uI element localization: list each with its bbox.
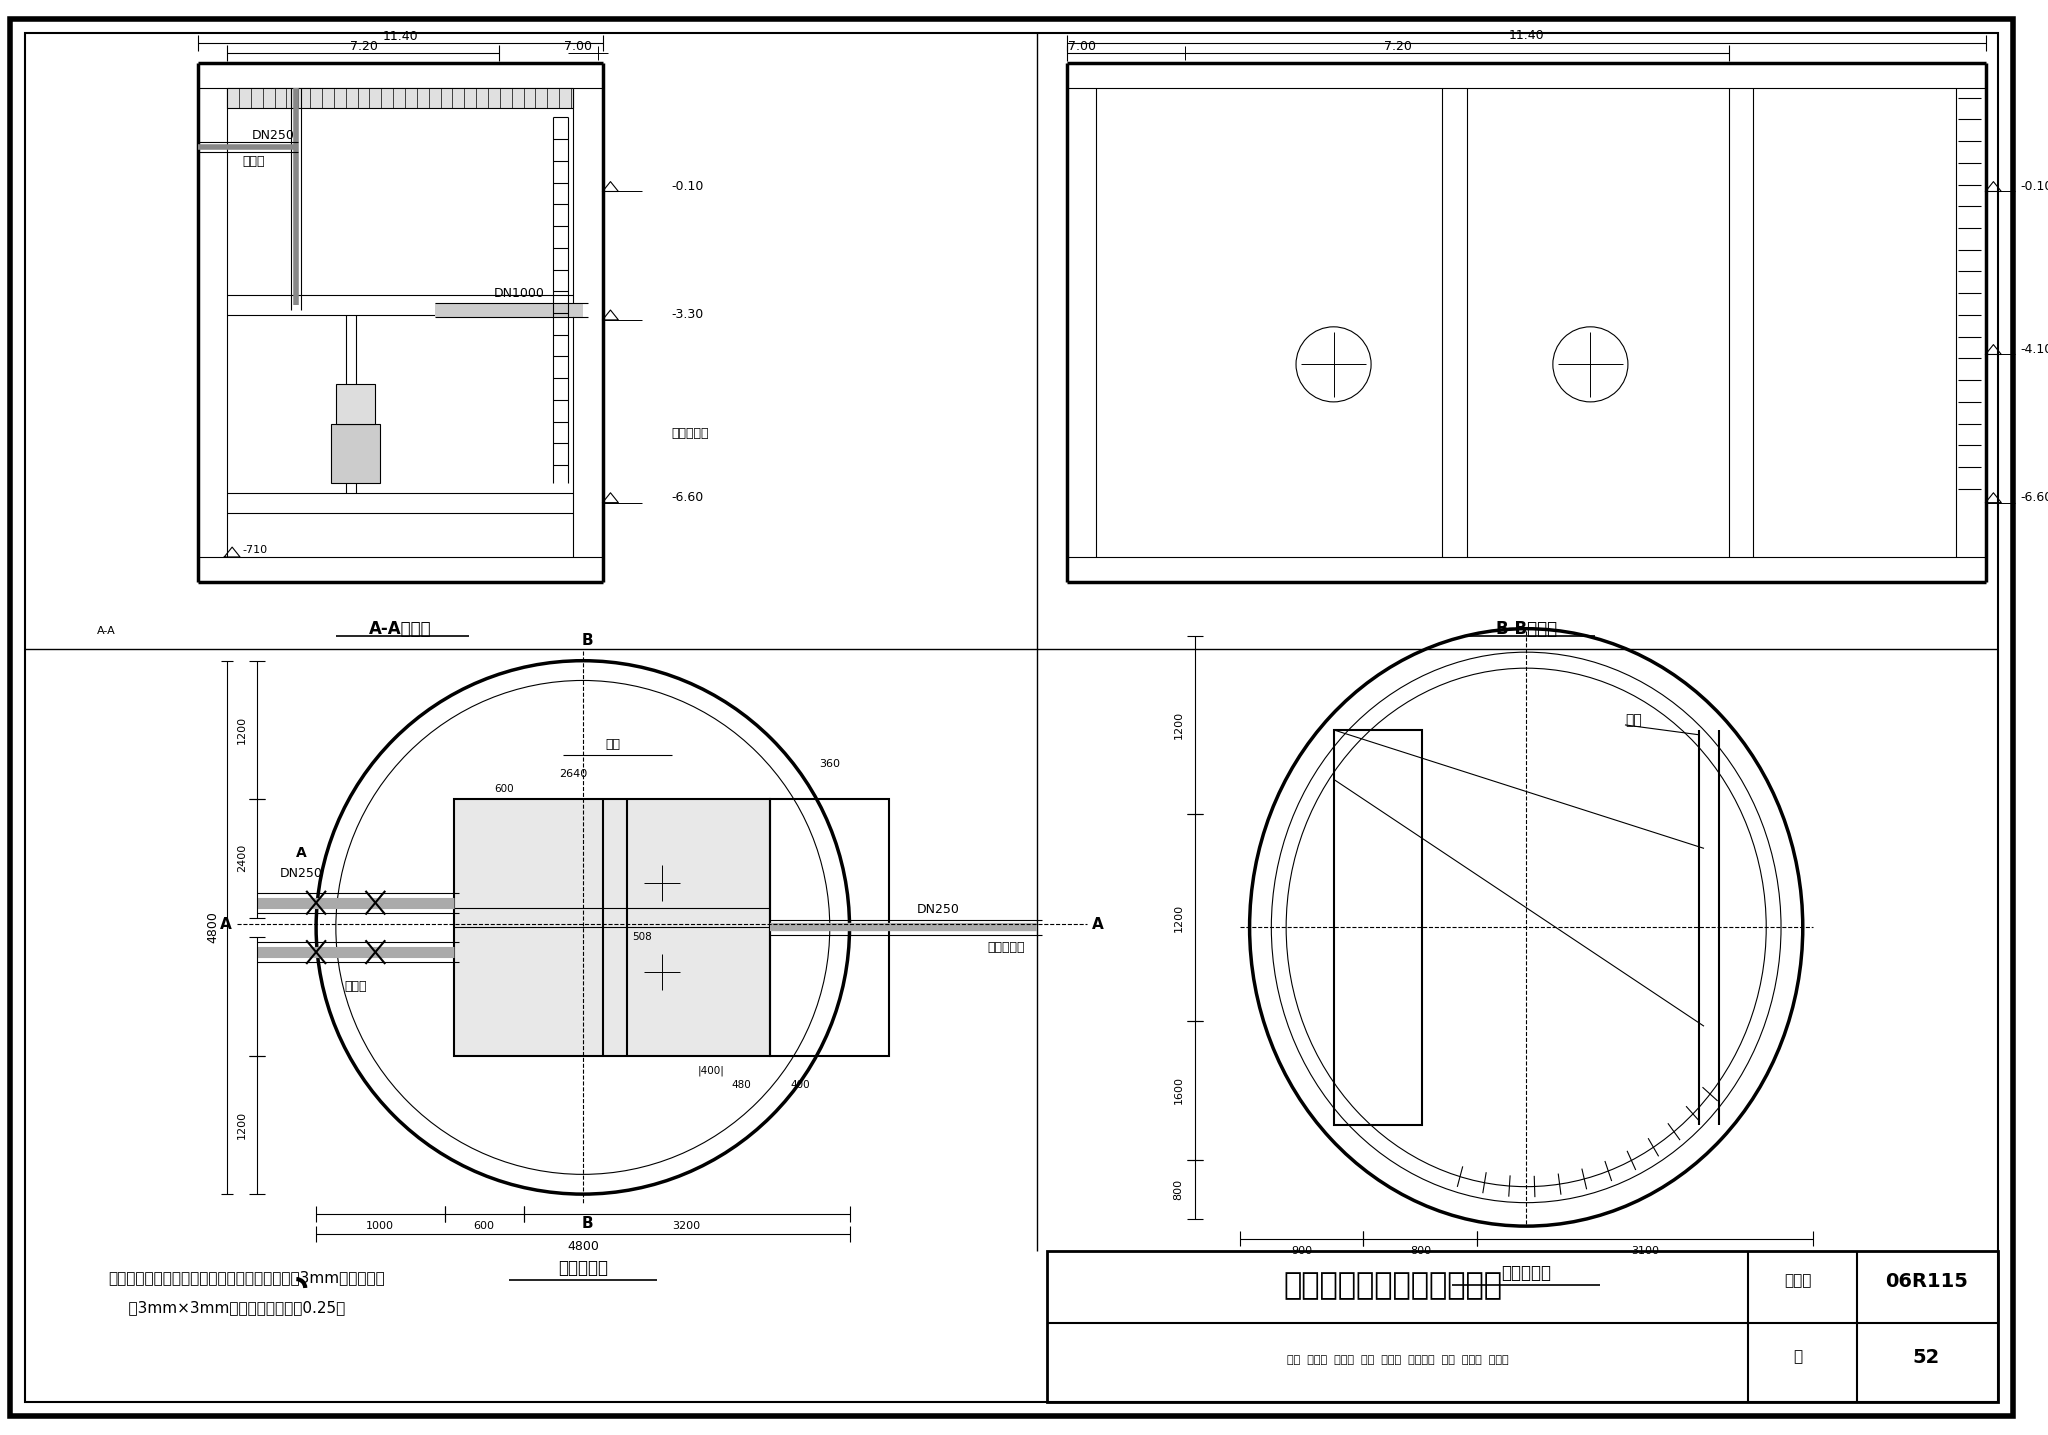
Text: 审核  赵庆珠  赵庆珠  校对  周乐群  图纸编制  设计  刘秀文  刘秀文: 审核 赵庆珠 赵庆珠 校对 周乐群 图纸编制 设计 刘秀文 刘秀文 [1286,1355,1509,1365]
Text: 自总退水泵: 自总退水泵 [987,941,1026,954]
Text: 480: 480 [731,1081,752,1091]
Text: 3200: 3200 [672,1221,700,1231]
Text: 1200: 1200 [238,716,248,743]
Text: 3100: 3100 [1630,1247,1659,1257]
Text: 360: 360 [819,759,840,769]
Text: 1200: 1200 [1174,710,1184,739]
Text: B-B剖面图: B-B剖面图 [1495,620,1556,639]
Text: 600: 600 [494,784,514,794]
Bar [332,423,381,484]
Text: 自总退水泵: 自总退水泵 [672,428,709,441]
Text: 800: 800 [1174,1178,1184,1200]
Bar [1333,730,1423,1125]
Text: DN1000: DN1000 [494,287,545,300]
Text: 800: 800 [1409,1247,1432,1257]
Text: 至机房: 至机房 [344,980,367,993]
Text: 顶层平面图: 顶层平面图 [1501,1264,1550,1281]
Text: B: B [582,1217,594,1231]
Text: 1200: 1200 [238,1111,248,1139]
Text: -0.10: -0.10 [672,179,705,194]
Text: -6.60: -6.60 [672,491,705,504]
Text: 7.20: 7.20 [1384,40,1411,53]
Text: A: A [295,847,307,861]
Text: DN250: DN250 [918,903,961,916]
Text: 06R115: 06R115 [1884,1271,1968,1290]
Text: B: B [582,633,594,649]
Bar [455,799,770,1056]
Text: 400: 400 [791,1081,809,1091]
Text: 中水、污水工程集水井构造: 中水、污水工程集水井构造 [1284,1271,1503,1300]
Text: 2400: 2400 [238,844,248,872]
Text: A-A剖面图: A-A剖面图 [369,620,432,639]
Text: -0.10: -0.10 [2019,179,2048,194]
Text: A-A: A-A [98,626,117,636]
Text: 7.20: 7.20 [350,40,377,53]
Text: 900: 900 [1292,1247,1313,1257]
Text: 至机房: 至机房 [242,155,264,168]
Text: 页: 页 [1794,1349,1802,1365]
Text: A: A [221,917,231,931]
Text: 1600: 1600 [1174,1076,1184,1105]
Text: 11.40: 11.40 [1509,29,1544,42]
Text: -6.60: -6.60 [2019,491,2048,504]
Text: 11.40: 11.40 [383,30,418,43]
Text: -3.30: -3.30 [672,309,705,321]
Text: 为3mm×3mm，过水面积系数为0.25。: 为3mm×3mm，过水面积系数为0.25。 [109,1300,344,1316]
Text: |400|: |400| [698,1065,725,1076]
Bar [227,88,573,108]
Text: 桁杆: 桁杆 [604,738,621,751]
Text: 1000: 1000 [367,1221,395,1231]
Text: -4.10: -4.10 [2019,343,2048,356]
Bar [1047,1251,1999,1402]
Text: 1200: 1200 [1174,904,1184,931]
Text: 7.00: 7.00 [1067,40,1096,53]
Text: DN250: DN250 [281,867,324,880]
Text: 7.00: 7.00 [563,40,592,53]
Text: 52: 52 [1913,1347,1939,1366]
Text: DN250: DN250 [252,129,295,142]
Text: 600: 600 [473,1221,494,1231]
Text: 注：格栅采用耐腐蚀材质（不锈钢），栅条条相3mm，网眼尺寸: 注：格栅采用耐腐蚀材质（不锈钢），栅条条相3mm，网眼尺寸 [109,1270,385,1286]
Text: -710: -710 [242,545,268,555]
Text: 508: 508 [633,933,651,943]
Text: 底层平面图: 底层平面图 [557,1258,608,1277]
Text: 2640: 2640 [559,769,588,779]
Text: A: A [1092,917,1104,931]
Text: 4800: 4800 [207,911,219,943]
Bar [336,385,375,423]
Text: 桁杆: 桁杆 [1624,713,1642,728]
Bar [770,799,889,1056]
Text: 4800: 4800 [567,1240,598,1253]
Text: 图集号: 图集号 [1784,1273,1812,1289]
